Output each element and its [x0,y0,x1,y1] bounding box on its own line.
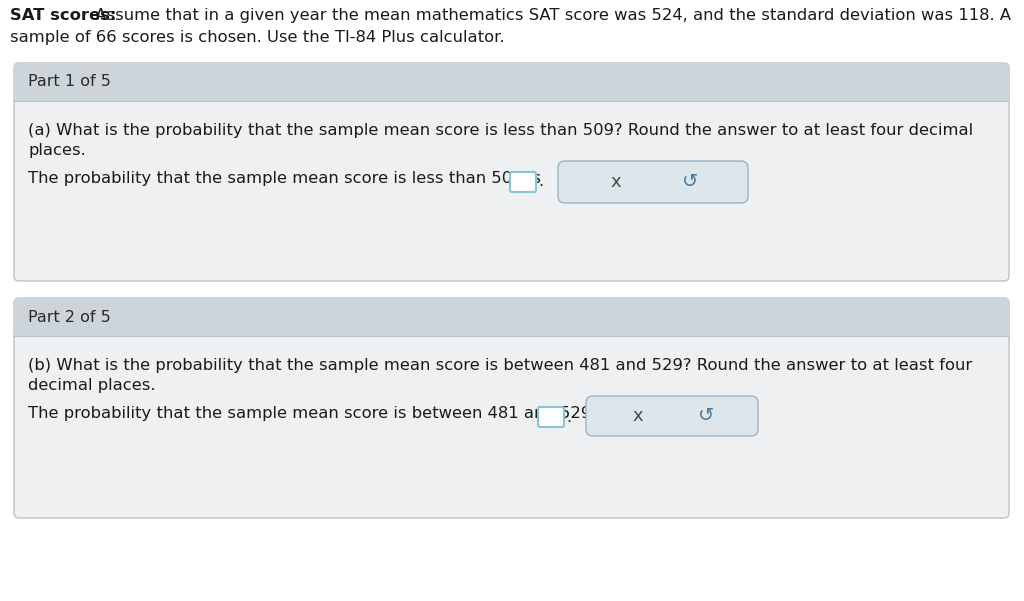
Text: (b) What is the probability that the sample mean score is between 481 and 529? R: (b) What is the probability that the sam… [28,358,972,373]
Text: (a) What is the probability that the sample mean score is less than 509? Round t: (a) What is the probability that the sam… [28,123,973,138]
FancyBboxPatch shape [538,407,564,427]
Text: .: . [566,409,571,424]
Text: places.: places. [28,143,86,158]
Text: The probability that the sample mean score is less than 509 is: The probability that the sample mean sco… [28,171,541,186]
Text: The probability that the sample mean score is between 481 and 529 is: The probability that the sample mean sco… [28,406,609,421]
FancyBboxPatch shape [14,298,1009,336]
Text: Part 1 of 5: Part 1 of 5 [28,75,111,90]
Text: SAT scores:: SAT scores: [10,8,117,23]
FancyBboxPatch shape [510,172,536,192]
FancyBboxPatch shape [14,63,1009,281]
FancyBboxPatch shape [558,161,748,203]
FancyBboxPatch shape [14,63,1009,101]
Text: ↺: ↺ [682,172,698,192]
Text: x: x [610,173,622,191]
Text: Assume that in a given year the mean mathematics SAT score was 524, and the stan: Assume that in a given year the mean mat… [90,8,1011,23]
Text: sample of 66 scores is chosen. Use the TI-84 Plus calculator.: sample of 66 scores is chosen. Use the T… [10,30,505,45]
Text: .: . [538,174,543,189]
Text: Part 2 of 5: Part 2 of 5 [28,310,111,325]
Text: x: x [633,407,643,425]
FancyBboxPatch shape [586,396,758,436]
Text: ↺: ↺ [697,406,714,426]
Bar [15,299,1008,336]
Text: decimal places.: decimal places. [28,378,156,393]
FancyBboxPatch shape [14,298,1009,518]
Bar [15,64,1008,101]
